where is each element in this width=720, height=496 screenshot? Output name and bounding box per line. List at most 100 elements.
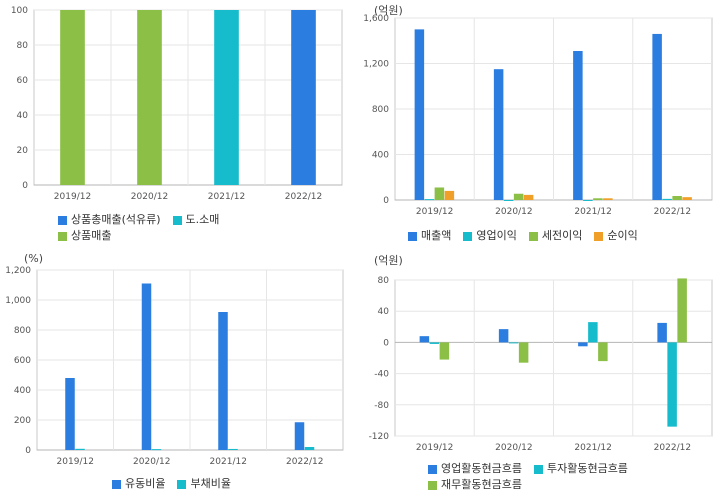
legend-swatch <box>594 231 604 241</box>
y-tick-label: 100 <box>11 6 28 16</box>
bar <box>294 422 305 450</box>
x-tick-label: 2021/12 <box>208 192 245 202</box>
x-tick-label: 2022/12 <box>654 207 691 217</box>
bar <box>682 197 692 200</box>
y-tick-label: 400 <box>372 151 389 161</box>
legend-label: 영업이익 <box>476 229 517 242</box>
y-tick-label: 0 <box>383 338 389 348</box>
chart-ratios: (%) 0 200 400 600 800 1,000 1,200 2019/12 2020/1… <box>0 250 355 496</box>
bar <box>424 199 435 201</box>
legend-swatch <box>58 231 67 241</box>
legend-item: 재무활동현금흐름 <box>428 477 522 493</box>
y-tick-label: 80 <box>17 41 29 51</box>
y-tick-label: 800 <box>14 326 31 336</box>
chart-product-sales: 0 20 40 60 80 100 2019/12 2020/12 2021/12 2022/12… <box>0 0 355 250</box>
chart-svg: 0 20 40 60 80 100 2019/12 2020/12 2021/12 2022/12 <box>11 6 343 202</box>
x-tick-label: 2021/12 <box>574 207 611 217</box>
y-tick-label: 40 <box>17 111 29 121</box>
legend-swatch <box>533 464 543 474</box>
legend-item: 투자활동현금흐름 <box>533 461 628 477</box>
y-tick-label: 1,000 <box>5 296 31 306</box>
legend-swatch <box>428 480 437 490</box>
bar <box>439 342 450 360</box>
chart-svg: 0 400 800 1,200 1,600 2019/12 2020/12 2021/12 20… <box>363 14 713 217</box>
bar <box>414 29 425 200</box>
bar <box>598 342 608 362</box>
bar <box>677 278 687 343</box>
bar <box>662 198 672 200</box>
legend-item: 세전이익 <box>528 228 583 244</box>
bar <box>141 283 152 450</box>
chart-legend: 영업활동현금흐름 투자활동현금흐름 재무활동현금흐름 <box>428 461 640 493</box>
bar <box>493 69 504 200</box>
bar <box>513 193 524 200</box>
y-tick-label: 60 <box>17 76 29 86</box>
x-tick-label: 2022/12 <box>654 443 691 453</box>
bar <box>151 449 162 451</box>
y-tick-label: 80 <box>378 276 390 286</box>
chart-legend: 유동비율 부채비율 <box>112 476 243 492</box>
legend-label: 매출액 <box>421 229 452 242</box>
legend-item: 상품총매출(석유류) <box>58 212 161 228</box>
x-tick-label: 2020/12 <box>133 457 170 467</box>
legend-item: 매출액 <box>408 228 451 244</box>
legend-label: 영업활동현금흐름 <box>441 462 522 475</box>
y-tick-label: 200 <box>14 416 31 426</box>
bar <box>444 190 455 200</box>
chart-legend: 매출액 영업이익 세전이익 순이익 <box>408 228 650 244</box>
legend-label: 부채비율 <box>190 477 231 490</box>
bar <box>218 312 228 450</box>
bar <box>137 10 162 185</box>
bar <box>573 50 583 200</box>
x-tick-label: 2019/12 <box>416 207 453 217</box>
bar <box>214 10 239 185</box>
legend-label: 투자활동현금흐름 <box>546 462 628 475</box>
legend-label: 세전이익 <box>541 229 583 242</box>
bar <box>228 448 238 450</box>
y-tick-label: 800 <box>372 105 389 115</box>
legend-item: 영업활동현금흐름 <box>428 461 522 477</box>
x-tick-label: 2019/12 <box>416 443 453 453</box>
bar <box>503 200 514 201</box>
legend-swatch <box>528 231 538 241</box>
unit-label: (억원) <box>374 4 403 17</box>
bar <box>523 194 534 200</box>
unit-label: (억원) <box>374 254 403 267</box>
legend-swatch <box>177 479 187 489</box>
chart-svg: -120 -80 -40 0 40 80 2019/12 2020/12 2021/12 2022… <box>369 276 713 453</box>
x-tick-label: 2022/12 <box>285 192 322 202</box>
bar <box>498 329 509 343</box>
chart-legend: 상품총매출(석유류) 도.소매 상품매출 <box>58 212 231 244</box>
bar <box>304 447 315 450</box>
bar <box>578 342 588 347</box>
y-tick-label: 400 <box>14 386 31 396</box>
legend-label: 유동비율 <box>125 477 166 490</box>
legend-item: 순이익 <box>594 228 638 244</box>
legend-swatch <box>58 215 67 225</box>
bar <box>588 322 598 343</box>
legend-swatch <box>172 215 182 225</box>
y-tick-label: 0 <box>25 446 31 456</box>
bar <box>583 200 593 201</box>
legend-label: 상품총매출(석유류) <box>71 213 161 226</box>
legend-swatch <box>112 479 121 489</box>
y-tick-label: 1,600 <box>363 14 389 24</box>
y-tick-label: 40 <box>378 307 390 317</box>
bar <box>667 342 677 427</box>
y-tick-label: 20 <box>17 146 29 156</box>
legend-item: 도.소매 <box>172 212 220 228</box>
legend-item: 유동비율 <box>112 476 165 492</box>
legend-item: 부채비율 <box>177 476 231 492</box>
legend-swatch <box>408 231 417 241</box>
bar <box>518 342 529 363</box>
legend-label: 도.소매 <box>185 213 220 226</box>
bar <box>593 198 603 200</box>
chart-cashflow: (억원) -120 -80 -40 0 40 80 2019/12 2020/12 2021/1… <box>360 250 720 496</box>
bar <box>419 336 430 343</box>
bar <box>60 10 85 185</box>
bar <box>75 448 85 450</box>
y-tick-label: -40 <box>374 370 389 380</box>
bar <box>652 33 662 200</box>
y-tick-label: 0 <box>383 196 389 206</box>
x-tick-label: 2021/12 <box>574 443 611 453</box>
